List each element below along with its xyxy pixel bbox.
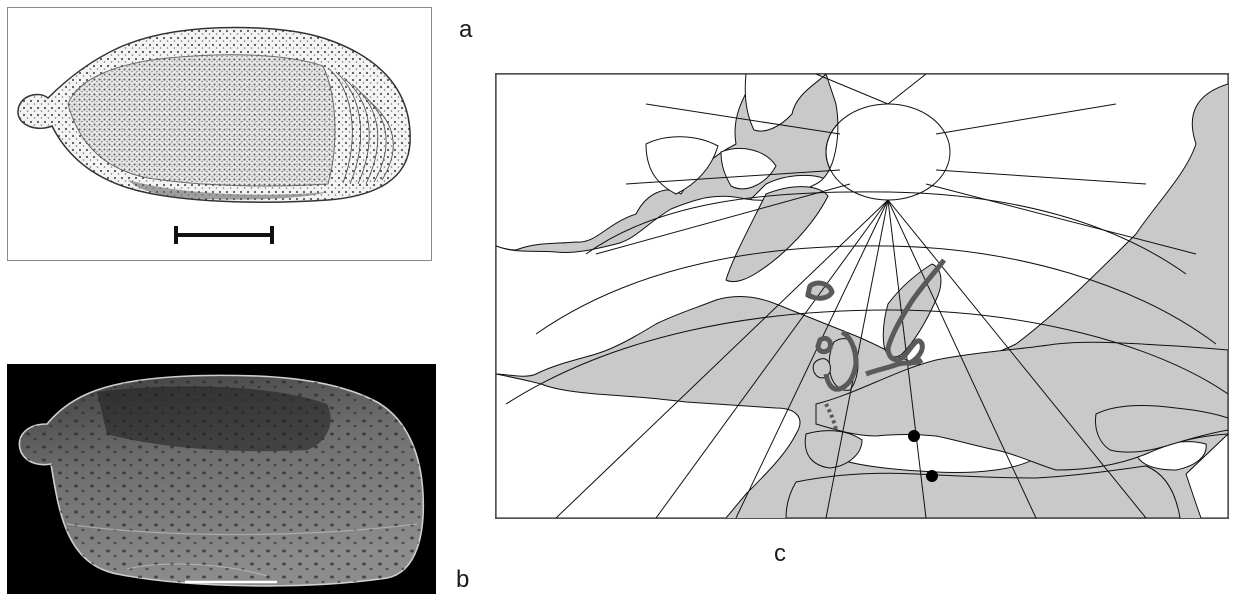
- panel-c-distribution-map: [495, 73, 1229, 519]
- otolith-sem-image: [18, 374, 425, 587]
- graticule: [505, 74, 1228, 518]
- otolith-ventral-shade: [128, 180, 328, 200]
- panel-b-sem-image: [7, 364, 436, 594]
- filled-circle-icon: [908, 430, 920, 442]
- otolith-sulcus: [67, 54, 336, 187]
- scale-bar-icon: [174, 226, 274, 244]
- sem-otolith-sulcus: [97, 386, 331, 452]
- fossil-sites: [908, 430, 938, 482]
- panel-a-otolith-drawing: [7, 7, 432, 261]
- filled-circle-icon: [926, 470, 938, 482]
- distribution-map: [496, 74, 1228, 518]
- range-outline: [805, 258, 947, 431]
- panel-c-label: c: [774, 540, 786, 567]
- otolith-ridges: [327, 67, 394, 185]
- otolith-drawing: [17, 26, 411, 244]
- panel-b-label: b: [456, 566, 470, 593]
- panel-a-label: a: [459, 16, 473, 43]
